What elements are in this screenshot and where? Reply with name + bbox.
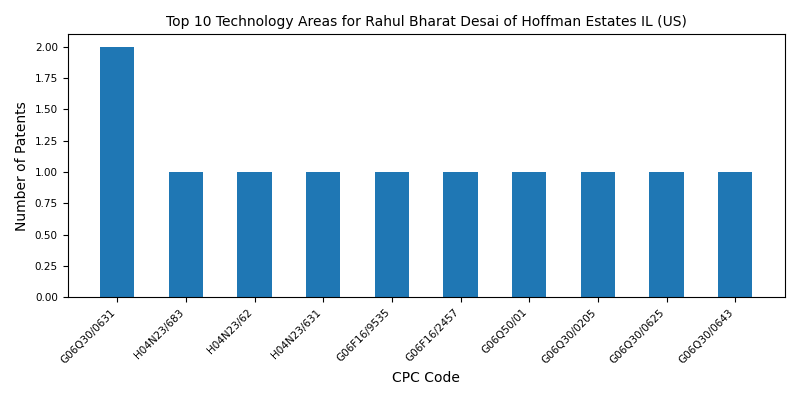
Bar (512, 172, 546, 297)
Title: Top 10 Technology Areas for Rahul Bharat Desai of Hoffman Estates IL (US): Top 10 Technology Areas for Rahul Bharat… (166, 15, 686, 29)
Bar (374, 172, 409, 297)
Bar (443, 172, 478, 297)
Bar (169, 172, 203, 297)
Bar (306, 172, 341, 297)
X-axis label: CPC Code: CPC Code (392, 371, 460, 385)
Bar (718, 172, 752, 297)
Bar (581, 172, 615, 297)
Bar (650, 172, 684, 297)
Bar (100, 47, 134, 297)
Y-axis label: Number of Patents: Number of Patents (15, 101, 29, 231)
Bar (238, 172, 272, 297)
